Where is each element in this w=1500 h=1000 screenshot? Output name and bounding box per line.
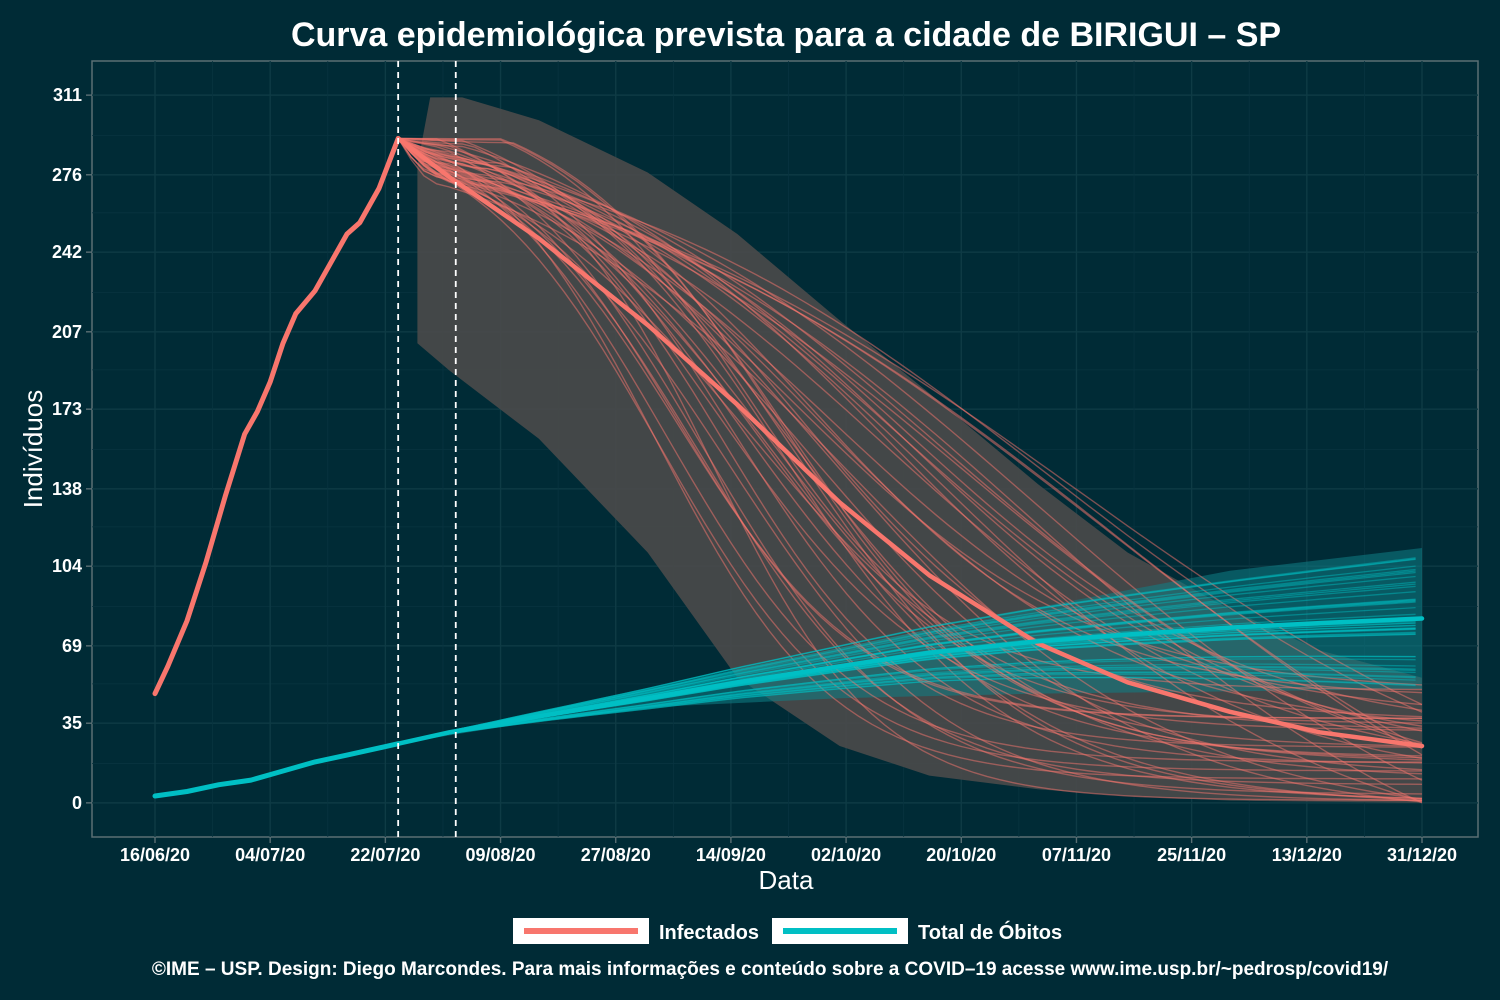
y-axis-title: Indivíduos — [18, 390, 48, 509]
sample-path-infectados — [397, 137, 1423, 761]
legend: Infectados Total de Óbitos — [513, 918, 1062, 944]
y-tick-label: 0 — [72, 793, 82, 813]
sample-path-obitos — [398, 665, 1416, 745]
x-tick-label: 14/09/20 — [696, 845, 766, 865]
sample-path-infectados — [397, 137, 1423, 727]
sample-path-infectados — [398, 137, 1423, 744]
y-tick-label: 69 — [62, 636, 82, 656]
y-tick-label: 35 — [62, 713, 82, 733]
y-axis-ticks: 0 35 69 104 138 173 207 242 276 311 — [52, 85, 92, 813]
x-tick-label: 16/06/20 — [120, 845, 190, 865]
sample-path-infectados — [397, 138, 1422, 772]
sample-path-obitos — [398, 677, 1416, 745]
y-tick-label: 138 — [52, 479, 82, 499]
x-tick-label: 25/11/20 — [1157, 845, 1226, 865]
x-tick-label: 27/08/20 — [581, 845, 651, 865]
sample-path-infectados — [398, 137, 1423, 691]
y-tick-label: 207 — [52, 322, 82, 342]
sample-path-infectados — [397, 137, 1423, 800]
sample-path-obitos — [398, 571, 1416, 745]
sample-path-infectados — [397, 138, 1423, 800]
sample-path-infectados — [397, 137, 1423, 748]
x-tick-label: 22/07/20 — [350, 845, 420, 865]
y-tick-label: 311 — [53, 85, 82, 105]
sample-path-obitos — [398, 655, 1416, 745]
sample-path-obitos — [398, 585, 1416, 745]
sample-path-obitos — [398, 663, 1416, 745]
caption: ©IME – USP. Design: Diego Marcondes. Par… — [152, 959, 1389, 980]
sample-path-infectados — [397, 137, 1423, 706]
sample-path-infectados — [397, 137, 1423, 804]
sample-path-infectados — [397, 137, 1423, 802]
x-tick-label: 13/12/20 — [1272, 845, 1342, 865]
x-axis-ticks: 16/06/20 04/07/20 22/07/20 09/08/20 27/08/20… — [120, 837, 1457, 865]
sample-path-obitos — [398, 591, 1416, 745]
series-lines — [152, 135, 1425, 799]
series-line-obitos-observed — [152, 741, 401, 799]
sample-path-infectados — [398, 137, 1423, 760]
sample-path-infectados — [397, 137, 1423, 780]
sample-path-infectados — [397, 137, 1422, 763]
legend-label-obitos: Total de Óbitos — [918, 920, 1062, 944]
reference-dashed-lines — [397, 61, 457, 837]
sample-path-obitos — [398, 583, 1416, 745]
legend-label-infectados: Infectados — [659, 922, 759, 944]
x-tick-label: 31/12/20 — [1387, 845, 1457, 865]
sample-path-obitos — [398, 575, 1416, 745]
y-tick-label: 276 — [52, 165, 82, 185]
y-tick-label: 242 — [52, 242, 82, 262]
sample-path-infectados — [398, 137, 1423, 722]
sample-path-obitos — [398, 581, 1416, 745]
sample-path-obitos — [398, 568, 1416, 745]
sample-path-obitos — [398, 666, 1416, 745]
x-tick-label: 02/10/20 — [811, 845, 881, 865]
sample-path-obitos — [398, 565, 1416, 745]
series-line-obitos-forecast-median — [395, 616, 1425, 746]
sample-path-obitos — [398, 570, 1416, 745]
x-axis-title: Data — [759, 865, 814, 895]
x-tick-label: 07/11/20 — [1042, 845, 1111, 865]
y-tick-label: 173 — [52, 399, 82, 419]
sample-path-infectados — [398, 137, 1423, 764]
sample-path-obitos — [398, 558, 1416, 745]
sample-path-infectados — [397, 137, 1423, 802]
sample-path-infectados — [397, 137, 1423, 749]
x-tick-label: 20/10/20 — [926, 845, 996, 865]
x-tick-label: 09/08/20 — [466, 845, 536, 865]
sample-path-obitos — [398, 676, 1416, 745]
sample-path-obitos — [398, 655, 1416, 745]
sample-path-infectados — [397, 137, 1423, 803]
sample-path-infectados — [397, 137, 1423, 801]
y-tick-label: 104 — [52, 556, 82, 576]
sample-path-obitos — [398, 672, 1416, 745]
series-line-infectados-forecast-median — [395, 136, 1425, 749]
series-line-infectados-observed — [152, 135, 401, 697]
sample-path-infectados — [398, 137, 1423, 747]
chart-title: Curva epidemiológica prevista para a cid… — [291, 16, 1281, 54]
x-tick-label: 04/07/20 — [235, 845, 305, 865]
sample-path-infectados — [398, 137, 1423, 731]
sample-path-infectados — [397, 137, 1423, 795]
sample-path-obitos — [398, 668, 1416, 745]
